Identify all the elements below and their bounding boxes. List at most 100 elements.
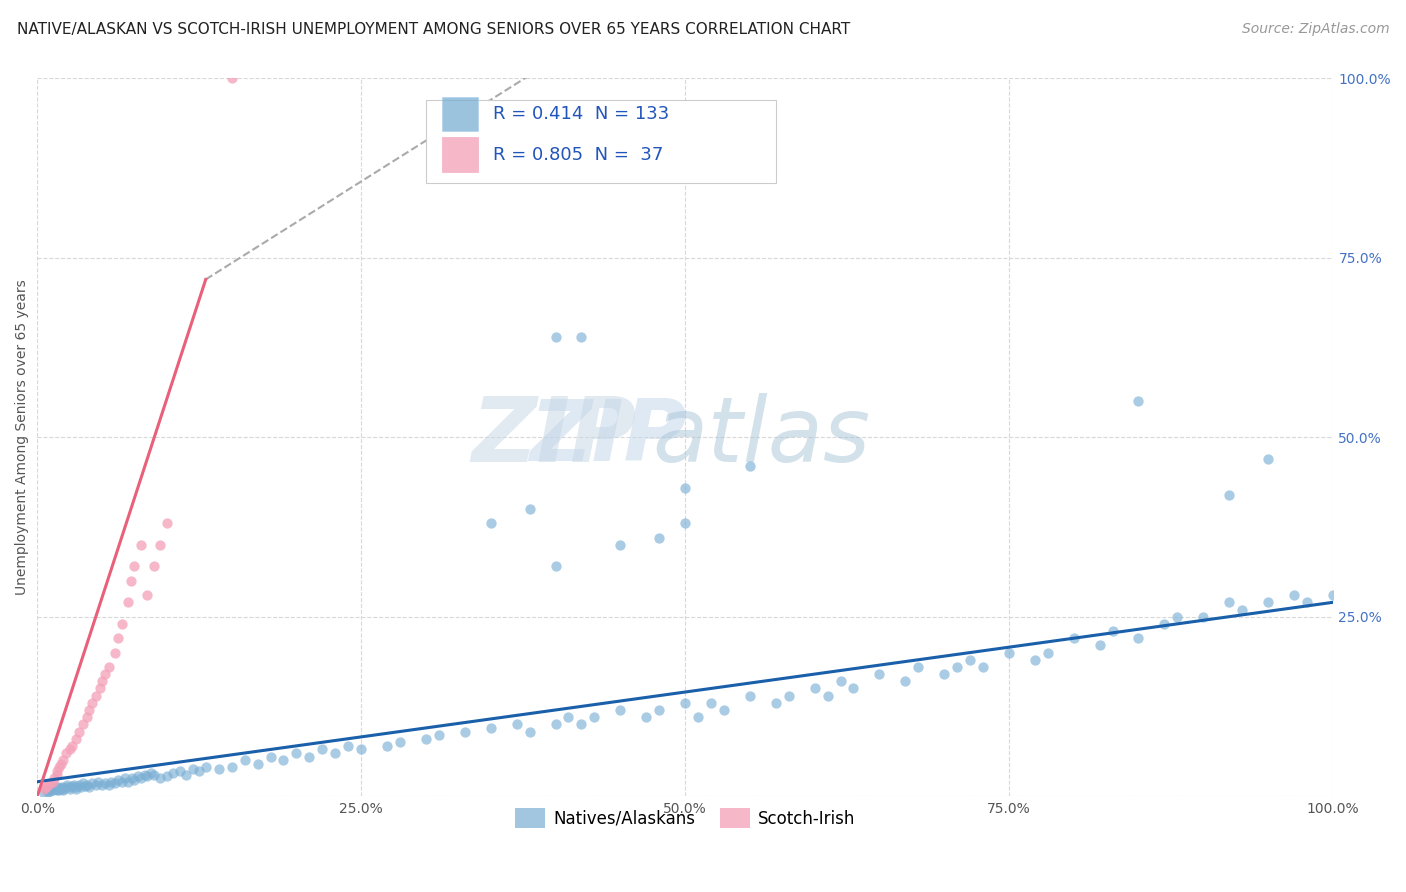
Text: NATIVE/ALASKAN VS SCOTCH-IRISH UNEMPLOYMENT AMONG SENIORS OVER 65 YEARS CORRELAT: NATIVE/ALASKAN VS SCOTCH-IRISH UNEMPLOYM… (17, 22, 851, 37)
Point (97, 778, 120, 792)
Point (1101, 624, 1123, 638)
Point (156, 516, 179, 531)
Point (221, 71, 243, 86)
Point (55, 746, 77, 760)
Point (519, 724, 541, 739)
Point (1153, 616, 1175, 631)
Point (37, 778, 59, 792)
Point (375, 739, 398, 753)
Point (72, 717, 94, 731)
Point (894, 674, 917, 689)
Point (48, 760, 70, 774)
Point (32, 781, 55, 796)
Point (91, 674, 114, 689)
FancyBboxPatch shape (426, 100, 776, 183)
Point (803, 681, 825, 696)
Point (571, 717, 593, 731)
Point (37, 785, 59, 799)
Point (55, 780, 77, 795)
Point (1218, 488, 1240, 502)
Point (32, 785, 55, 799)
Point (738, 458, 761, 473)
Point (56, 778, 79, 792)
Point (52, 783, 75, 797)
Point (124, 773, 146, 788)
Point (142, 767, 165, 781)
Point (117, 774, 139, 789)
Point (114, 771, 136, 785)
Point (77, 780, 100, 795)
Point (46, 780, 69, 795)
Point (121, 771, 143, 785)
Point (544, 330, 567, 344)
Point (93, 667, 115, 681)
Point (998, 646, 1021, 660)
Point (946, 660, 969, 674)
Point (38, 781, 60, 796)
Point (117, 595, 139, 609)
Point (1257, 595, 1279, 609)
Point (44, 771, 66, 785)
Point (479, 721, 502, 735)
Point (59, 780, 82, 795)
Point (39, 776, 62, 790)
Point (39, 784, 62, 798)
Point (673, 696, 696, 710)
Point (337, 739, 360, 753)
Point (91, 778, 114, 792)
Point (519, 502, 541, 516)
Point (35, 783, 58, 797)
Point (107, 773, 129, 788)
Point (842, 681, 865, 696)
Point (1024, 653, 1046, 667)
Point (45, 767, 67, 781)
Point (44, 780, 66, 795)
Point (246, 756, 269, 771)
Point (583, 710, 606, 724)
Text: ZIP: ZIP (530, 396, 688, 479)
Point (181, 762, 204, 776)
Point (169, 764, 191, 778)
Point (868, 667, 890, 681)
Point (84, 778, 107, 792)
Point (713, 703, 735, 717)
Point (45, 764, 67, 778)
Point (686, 710, 709, 724)
Point (110, 774, 132, 789)
Point (149, 538, 172, 552)
Point (60, 739, 83, 753)
Point (1088, 639, 1111, 653)
Point (1192, 609, 1215, 624)
Point (817, 689, 839, 703)
Point (636, 710, 658, 724)
Point (65, 731, 87, 746)
Point (70, 780, 93, 795)
Point (454, 724, 477, 739)
Point (136, 769, 159, 783)
Point (75, 779, 97, 793)
Point (65, 781, 87, 796)
Point (298, 749, 321, 764)
Point (42, 774, 65, 789)
Point (830, 674, 852, 689)
Point (87, 774, 110, 789)
Point (609, 538, 631, 552)
Point (1257, 451, 1279, 466)
Point (62, 778, 84, 792)
Point (76, 710, 98, 724)
Point (350, 742, 373, 756)
Point (48, 782, 70, 797)
Point (80, 696, 103, 710)
Point (311, 742, 333, 756)
Point (738, 689, 761, 703)
Point (104, 646, 127, 660)
Point (67, 778, 90, 792)
Point (765, 696, 787, 710)
Point (44, 781, 66, 796)
Point (49, 756, 72, 771)
Point (188, 764, 211, 778)
Point (208, 762, 231, 776)
Point (59, 742, 82, 756)
Point (39, 782, 62, 797)
Point (77, 703, 100, 717)
